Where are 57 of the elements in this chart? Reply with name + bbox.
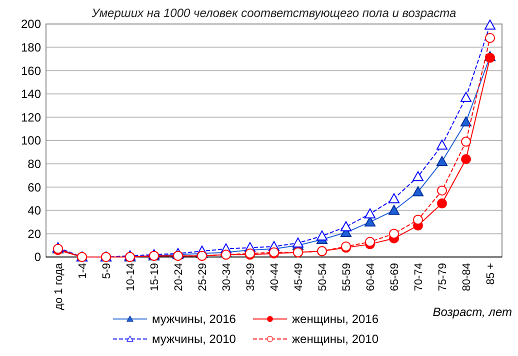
y-tick-label: 120	[20, 110, 42, 124]
x-tick-label: до 1 года	[53, 262, 65, 310]
point	[364, 208, 376, 218]
point	[436, 140, 448, 150]
point	[365, 236, 375, 247]
legend-label: женщины, 2016	[292, 312, 379, 326]
x-tick-label: 70-74	[413, 263, 425, 292]
point	[316, 230, 328, 241]
x-tick-label: 65-69	[389, 263, 401, 292]
point	[460, 116, 472, 126]
point	[485, 32, 495, 43]
point	[436, 156, 448, 166]
legend-label: женщины, 2010	[292, 332, 379, 346]
x-tick-label: 40-44	[269, 263, 281, 292]
x-tick-label: 10-14	[125, 263, 137, 292]
x-tick-label: 75-79	[437, 263, 449, 292]
point	[388, 204, 400, 215]
y-tick-label: 60	[28, 180, 42, 194]
y-tick-label: 0	[34, 250, 42, 264]
x-tick-label: 5-9	[101, 263, 113, 279]
x-tick-label: 30-34	[221, 263, 233, 292]
chart-title: Умерших на 1000 человек соответствующего пола и возраста	[90, 6, 457, 20]
point	[340, 221, 352, 232]
y-tick-label: 100	[20, 134, 42, 148]
point	[388, 193, 400, 204]
x-tick-label: 55-59	[341, 263, 353, 292]
x-tick-label: 15-19	[149, 263, 161, 292]
point	[460, 92, 472, 102]
point	[437, 198, 447, 208]
point	[484, 20, 496, 30]
x-axis-title: Возраст, лет	[432, 305, 512, 319]
point	[461, 136, 471, 147]
y-tick-label: 80	[28, 157, 42, 171]
y-tick-label: 160	[20, 64, 42, 78]
x-tick-label: 20-24	[173, 263, 185, 292]
point	[437, 186, 447, 196]
y-tick-label: 180	[20, 40, 42, 54]
x-tick-label: 25-29	[197, 263, 209, 292]
x-tick-label: 35-39	[245, 263, 257, 292]
x-tick-label: 80-84	[461, 263, 473, 292]
y-tick-label: 20	[28, 226, 42, 241]
legend-label: мужчины, 2016	[152, 312, 236, 326]
point	[389, 228, 399, 239]
y-tick-label: 140	[20, 87, 42, 102]
y-tick-label: 40	[28, 204, 42, 218]
x-tick-label: 1-4	[77, 263, 89, 279]
point	[412, 171, 424, 182]
x-tick-label: 60-64	[365, 263, 377, 292]
y-tick-label: 200	[20, 17, 42, 32]
point	[364, 216, 376, 227]
point	[412, 186, 424, 196]
legend-label: мужчины, 2010	[152, 332, 236, 346]
x-tick-label: 50-54	[317, 263, 329, 292]
point	[413, 214, 423, 225]
x-tick-label: 85 +	[485, 263, 497, 285]
x-tick-label: 45-49	[293, 263, 305, 292]
point	[461, 154, 471, 164]
